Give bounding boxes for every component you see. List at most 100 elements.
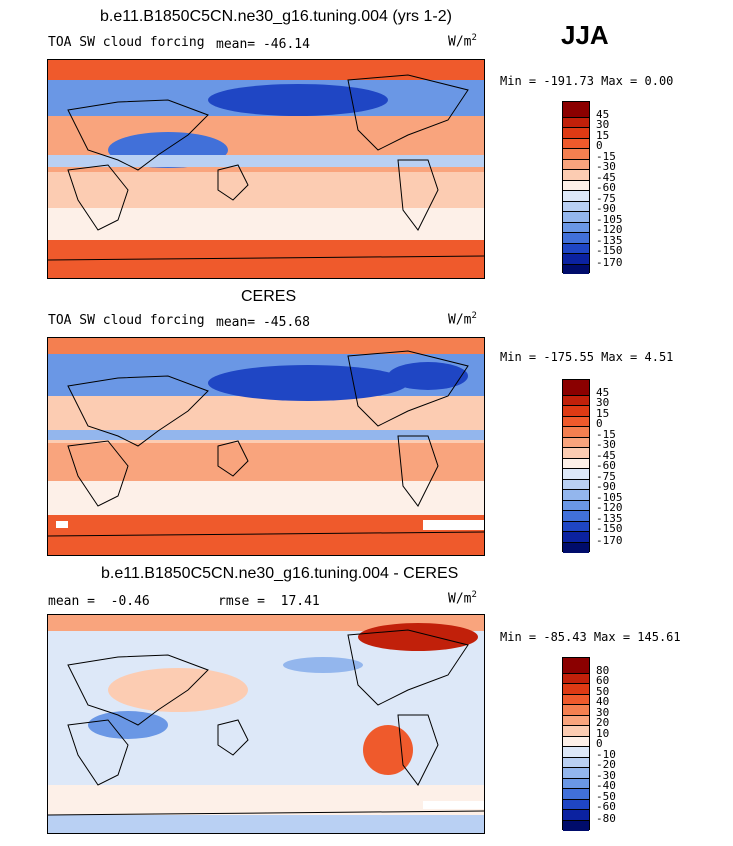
arctic-band — [48, 615, 484, 631]
swatch — [563, 233, 589, 244]
panel1-level: -90 — [596, 202, 616, 215]
panel1-level: -75 — [596, 192, 616, 205]
swatch — [563, 191, 589, 202]
panel2-level: -170 — [596, 534, 623, 547]
north-pacific-cloud — [208, 84, 388, 116]
panel3-map-svg — [48, 615, 484, 833]
swatch — [563, 522, 589, 532]
swatch — [563, 448, 589, 459]
swatch — [563, 789, 589, 800]
swatch — [563, 459, 589, 469]
panel2-level: -60 — [596, 459, 616, 472]
panel1-colorbar — [562, 101, 590, 274]
swatch — [563, 396, 589, 406]
antarctic-band — [48, 815, 484, 833]
panel3-mean: mean = -0.46 — [48, 594, 150, 609]
panel1-units: W/m2 — [448, 33, 477, 50]
panel2-level: -105 — [596, 491, 623, 504]
peru-positive-bias — [363, 725, 413, 775]
africa-negative-bias — [88, 711, 168, 739]
coastlines — [48, 74, 484, 261]
panel2-units: W/m2 — [448, 311, 477, 328]
panel1-level: -60 — [596, 181, 616, 194]
panel2-map-svg — [48, 338, 484, 555]
panel3-level: -80 — [596, 812, 616, 825]
panel2-colorbar — [562, 379, 590, 553]
swatch — [563, 768, 589, 779]
panel2-level: -30 — [596, 438, 616, 451]
swatch — [563, 139, 589, 149]
swatch — [563, 543, 589, 553]
panel3-level: 0 — [596, 737, 603, 750]
north-atlantic-cloud — [388, 362, 468, 390]
pacific-negative-bias — [283, 657, 363, 673]
panel2-map — [47, 337, 485, 556]
swatch — [563, 265, 589, 274]
swatch — [563, 406, 589, 417]
panel3-map — [47, 614, 485, 834]
itcz-band — [48, 155, 484, 167]
panel2-title: CERES — [241, 288, 297, 305]
swatch — [563, 118, 589, 128]
panel1-level: -170 — [596, 256, 623, 269]
panel1-level: -120 — [596, 223, 623, 236]
swatch — [563, 380, 589, 396]
panel1-level: 45 — [596, 108, 610, 121]
panel3-minmax: Min = -85.43 Max = 145.61 — [500, 630, 681, 644]
swatch — [563, 170, 589, 181]
arctic-band — [48, 60, 484, 80]
panel1-map-svg — [48, 60, 484, 278]
panel2-level: 45 — [596, 386, 610, 399]
swatch — [563, 758, 589, 768]
coastlines — [48, 629, 484, 816]
swatch — [563, 695, 589, 705]
panel1-level: -105 — [596, 213, 623, 226]
panel1-level: -150 — [596, 244, 623, 257]
asia-positive-bias — [108, 668, 248, 712]
panel1-minmax: Min = -191.73 Max = 0.00 — [500, 74, 674, 88]
panel3-level: 20 — [596, 716, 610, 729]
panel2-variable-label: TOA SW cloud forcing — [48, 313, 205, 328]
panel3-level: 50 — [596, 685, 610, 698]
swatch — [563, 821, 589, 831]
southern-ocean-band — [48, 785, 484, 815]
swatch — [563, 181, 589, 191]
panel3-level: -30 — [596, 769, 616, 782]
swatch — [563, 149, 589, 160]
panel1-mean: mean= -46.14 — [216, 37, 310, 52]
swatch — [563, 417, 589, 427]
panel2-minmax: Min = -175.55 Max = 4.51 — [500, 350, 674, 364]
panel3-colorbar — [562, 657, 590, 831]
panel1-title: b.e11.B1850C5CN.ne30_g16.tuning.004 (yrs… — [100, 8, 452, 25]
swatch — [563, 726, 589, 737]
season-label: JJA — [561, 20, 609, 50]
coastlines — [48, 350, 484, 537]
panel2-level: -135 — [596, 512, 623, 525]
swatch — [563, 212, 589, 223]
panel1-level: -30 — [596, 160, 616, 173]
panel3-level: -60 — [596, 800, 616, 813]
swatch — [563, 490, 589, 501]
panel1-level: -45 — [596, 171, 616, 184]
swatch — [563, 532, 589, 543]
swatch — [563, 684, 589, 695]
swatch — [563, 427, 589, 438]
panel3-rmse: rmse = 17.41 — [218, 594, 320, 609]
swatch — [563, 658, 589, 674]
panel2-level: 0 — [596, 417, 603, 430]
panel2-level: -45 — [596, 449, 616, 462]
panel1-level: -135 — [596, 234, 623, 247]
swatch — [563, 202, 589, 212]
swatch — [563, 779, 589, 789]
missing-data — [423, 801, 484, 809]
panel2-level: 30 — [596, 396, 610, 409]
missing-data — [56, 521, 68, 528]
panel2-mean: mean= -45.68 — [216, 315, 310, 330]
panel3-level: -50 — [596, 790, 616, 803]
panel2-level: -120 — [596, 501, 623, 514]
north-pacific-cloud — [208, 365, 408, 401]
swatch — [563, 705, 589, 716]
swatch — [563, 511, 589, 522]
panel2-level: -75 — [596, 470, 616, 483]
swatch — [563, 810, 589, 821]
